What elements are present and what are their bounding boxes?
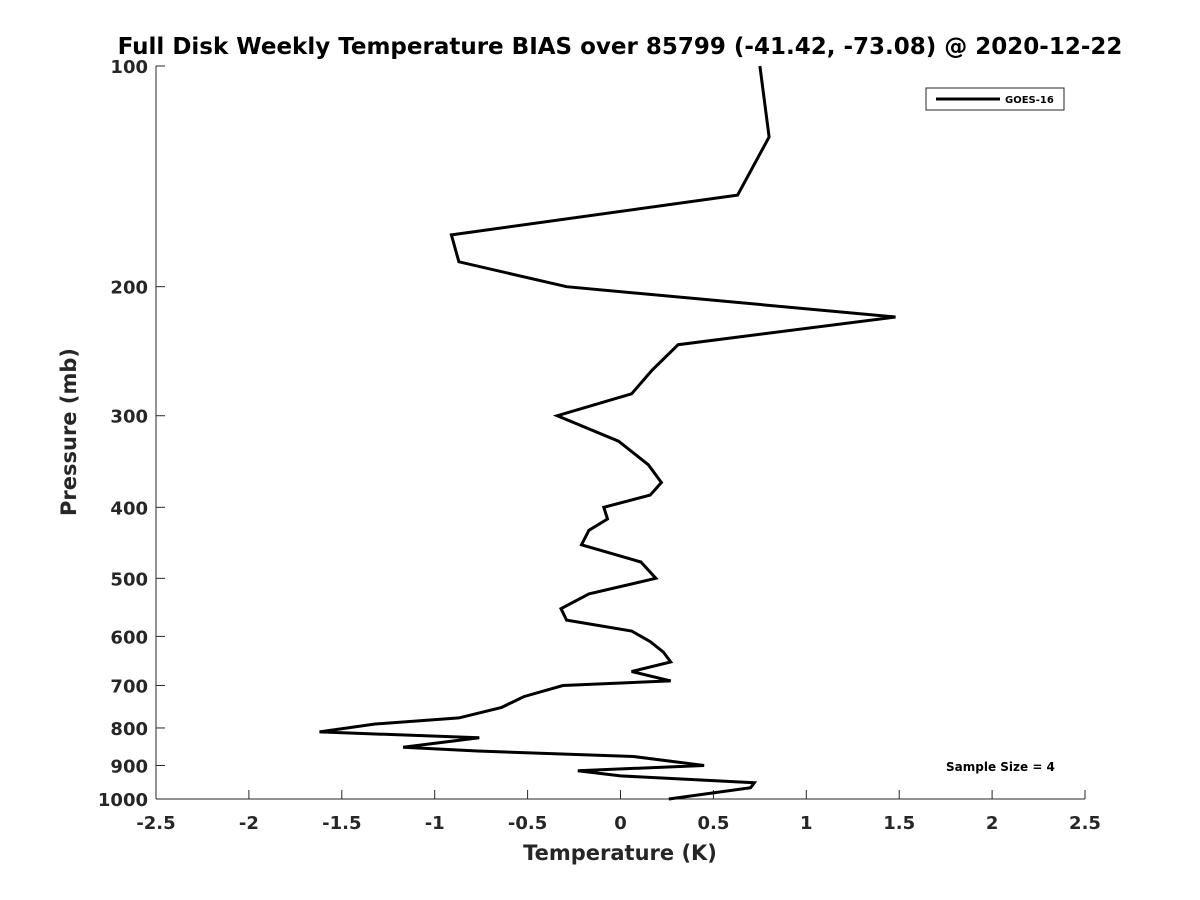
x-ticks: -2.5 -2 -1.5 -1 -0.5 0 0.5 1 1.5 2 2.5 <box>136 790 1101 834</box>
legend: GOES-16 <box>925 87 1065 111</box>
x-tick-label: -2 <box>239 813 259 834</box>
x-tick-label: 0 <box>614 813 627 834</box>
y-tick-label: 500 <box>110 569 148 590</box>
series-line-goes-16 <box>319 65 896 801</box>
legend-label-goes-16: GOES-16 <box>1005 95 1054 106</box>
y-tick-label: 400 <box>110 498 148 519</box>
y-tick-label: 600 <box>110 627 148 648</box>
sample-size-annotation: Sample Size = 4 <box>946 760 1055 774</box>
y-tick-label: 800 <box>110 719 148 740</box>
x-axis-label: Temperature (K) <box>523 841 717 865</box>
y-ticks: 100 200 300 400 500 600 700 800 900 1000 <box>98 57 165 811</box>
chart-title: Full Disk Weekly Temperature BIAS over 8… <box>118 34 1123 60</box>
x-tick-label: -2.5 <box>136 813 175 834</box>
y-tick-label: 700 <box>110 676 148 697</box>
y-tick-label: 1000 <box>98 790 148 811</box>
y-tick-label: 900 <box>110 756 148 777</box>
x-tick-label: -1 <box>425 813 445 834</box>
x-tick-label: 1 <box>800 813 813 834</box>
series-layer <box>319 65 896 801</box>
y-tick-label: 300 <box>110 407 148 428</box>
plot-frame <box>156 66 1085 799</box>
y-tick-label: 100 <box>110 57 148 78</box>
y-axis-label: Pressure (mb) <box>57 348 81 516</box>
y-tick-label: 200 <box>110 278 148 299</box>
x-tick-label: 1.5 <box>883 813 915 834</box>
x-tick-label: 0.5 <box>697 813 729 834</box>
x-tick-label: -1.5 <box>322 813 361 834</box>
x-tick-label: -0.5 <box>508 813 547 834</box>
x-tick-label: 2 <box>986 813 999 834</box>
x-tick-label: 2.5 <box>1069 813 1101 834</box>
